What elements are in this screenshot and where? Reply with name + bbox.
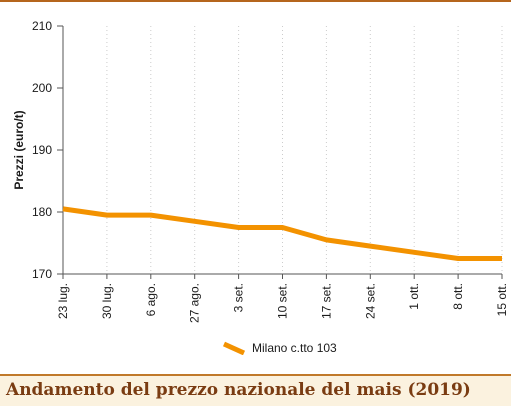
x-tick-label: 8 ott. [451,283,465,310]
top-rule [0,0,511,2]
x-tick-label: 3 set. [232,283,246,312]
legend-swatch [222,341,246,355]
y-tick-label: 190 [32,143,52,157]
legend-label: Milano c.tto 103 [252,341,337,355]
x-tick-label: 23 lug. [56,283,70,319]
legend-swatch-line [222,341,246,355]
y-tick-label: 170 [32,267,52,281]
grid-lines [106,26,503,274]
axes [57,25,503,279]
y-tick-label: 180 [32,205,52,219]
line-chart: 170 180 190 200 210 23 lug. 30 lug. 6 ago. 27 ag… [12,19,509,323]
legend: Milano c.tto 103 [222,339,337,357]
x-tick-label: 15 ott. [495,283,509,316]
caption-bar: Andamento del prezzo nazionale del mais … [0,374,511,406]
tick-labels: 170 180 190 200 210 23 lug. 30 lug. 6 ago. 27 ag… [32,19,509,323]
x-tick-label: 17 set. [319,283,333,319]
y-tick-label: 210 [32,19,52,33]
caption-title: Andamento del prezzo nazionale del mais … [6,380,471,400]
x-tick-label: 1 ott. [407,283,421,310]
x-tick-label: 24 set. [363,283,377,319]
x-tick-label: 6 ago. [144,283,158,316]
y-tick-label: 200 [32,81,52,95]
x-tick-label: 30 lug. [100,283,114,319]
x-tick-label: 10 set. [276,283,290,319]
x-tick-label: 27 ago. [188,283,202,323]
y-axis-label: Prezzi (euro/t) [12,110,26,189]
series-layer [62,206,503,261]
series-line [62,206,502,261]
